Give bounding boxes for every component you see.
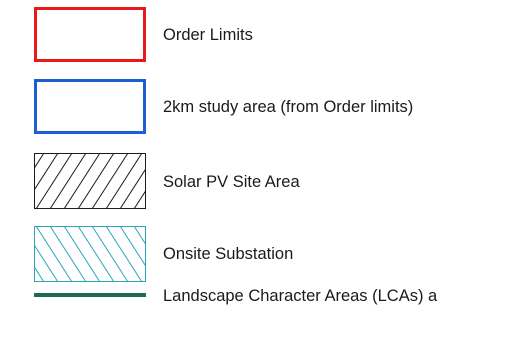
legend-label-study-area: 2km study area (from Order limits) <box>163 98 414 116</box>
solar-pv-hatch-swatch <box>34 153 146 209</box>
legend-label-solar-pv: Solar PV Site Area <box>163 173 300 191</box>
onsite-substation-hatch-swatch <box>34 226 146 282</box>
study-area-swatch <box>34 79 146 134</box>
legend-label-order-limits: Order Limits <box>163 26 253 44</box>
legend-label-onsite-substation: Onsite Substation <box>163 245 294 263</box>
order-limits-swatch <box>34 7 146 62</box>
lca-line-swatch <box>34 293 146 297</box>
legend-label-lca: Landscape Character Areas (LCAs) a <box>163 287 438 305</box>
